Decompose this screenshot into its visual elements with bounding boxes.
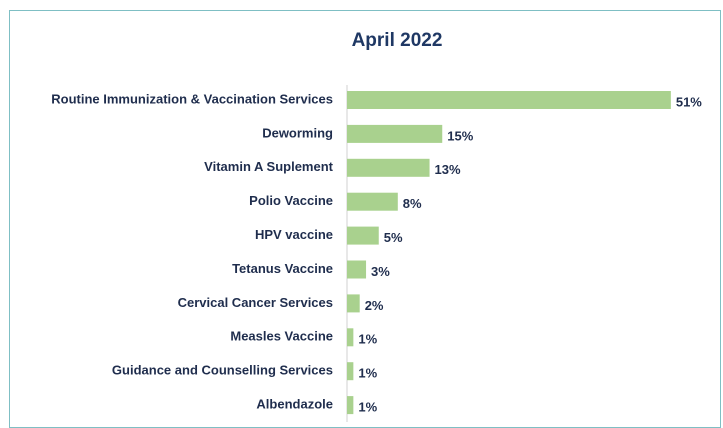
value-label: 13% <box>435 162 461 177</box>
bar <box>347 362 354 381</box>
chart-title: April 2022 <box>352 30 443 51</box>
category-label: Measles Vaccine <box>230 329 333 344</box>
category-label: Tetanus Vaccine <box>232 261 333 276</box>
bar <box>347 124 443 143</box>
category-label: Routine Immunization & Vaccination Servi… <box>51 91 333 106</box>
bar <box>347 192 398 211</box>
bar <box>347 226 379 245</box>
category-label: Guidance and Counselling Services <box>112 363 333 378</box>
category-label: Deworming <box>262 125 333 140</box>
value-label: 15% <box>447 128 473 143</box>
value-label: 1% <box>358 366 377 381</box>
value-label: 51% <box>676 94 702 109</box>
value-label: 1% <box>358 332 377 347</box>
value-label: 1% <box>358 400 377 415</box>
category-label: Cervical Cancer Services <box>178 295 333 310</box>
bar <box>347 328 354 347</box>
category-label: Albendazole <box>256 397 333 412</box>
category-label: HPV vaccine <box>255 227 333 242</box>
category-label: Vitamin A Suplement <box>204 159 333 174</box>
value-label: 5% <box>384 230 403 245</box>
value-label: 3% <box>371 264 390 279</box>
value-label: 2% <box>365 298 384 313</box>
category-label: Polio Vaccine <box>249 193 333 208</box>
bar <box>347 158 430 177</box>
value-label: 8% <box>403 196 422 211</box>
bar <box>347 260 367 279</box>
bar <box>347 396 354 415</box>
bar <box>347 294 360 313</box>
bar <box>347 91 671 109</box>
